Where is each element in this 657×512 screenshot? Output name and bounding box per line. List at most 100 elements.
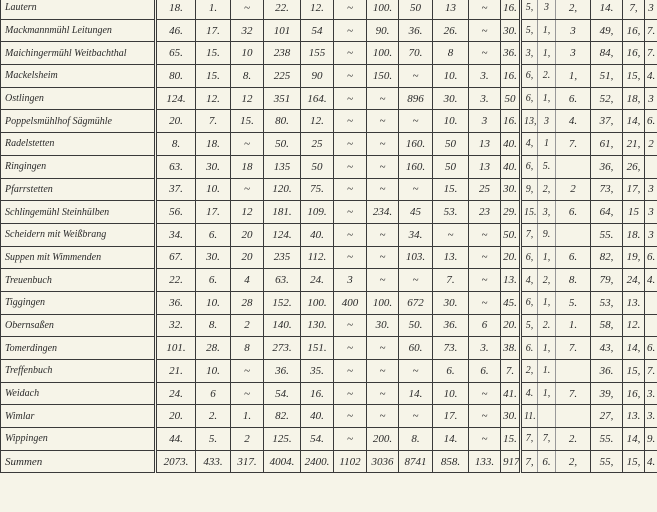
ledger-cell: 14.: [590, 0, 623, 20]
ledger-cell: 45.: [500, 290, 522, 315]
ledger-cell: 3: [644, 177, 657, 202]
ledger-cell: ~: [333, 64, 367, 88]
ledger-cell: 45: [398, 200, 433, 224]
ledger-cell: 6.: [195, 222, 231, 247]
ledger-cell: 7,: [622, 0, 645, 20]
ledger-cell: 13: [468, 132, 501, 156]
ledger-cell: ~: [398, 268, 433, 292]
ledger-cell: ~: [398, 404, 433, 429]
ledger-cell: 8: [432, 41, 469, 66]
ledger-cell: 1,: [555, 64, 591, 88]
ledger-cell: 30.: [500, 18, 522, 43]
place-name: Tomerdingen: [0, 336, 157, 360]
ledger-cell: 6.: [644, 109, 657, 134]
ledger-cell: 13.: [622, 404, 645, 429]
ledger-row: Mackelsheim 80. 15. 8. 225 90 ~150. ~10. 3. 16. 6,…: [0, 64, 657, 88]
ledger-cell: ~: [398, 109, 433, 134]
ledger-cell: 13.: [432, 245, 469, 270]
ledger-cell: 79,: [590, 268, 623, 292]
ledger-cell: 15: [622, 200, 645, 224]
ledger-cell: [555, 154, 591, 179]
ledger-cell: ~: [333, 0, 367, 20]
ledger-cell: ~: [333, 86, 367, 111]
ledger-row: Ringingen 63. 30. 18 135 50 ~ ~160. 50 13 40. 6, 5. 3…: [0, 154, 657, 179]
ledger-cell: 13,: [520, 109, 538, 134]
ledger-cell: 13.: [500, 268, 522, 292]
ledger-cell: 9,: [520, 177, 538, 202]
ledger-row: Suppen mit Wimmenden 67. 30. 20 235 112. ~ ~103…: [0, 245, 657, 270]
ledger-cell: 7.: [644, 18, 657, 43]
place-name: Ostlingen: [0, 86, 157, 111]
ledger-cell: 44.: [155, 427, 196, 451]
ledger-cell: 2073.: [155, 449, 196, 474]
ledger-cell: 3,: [537, 200, 556, 224]
ledger-cell: 58,: [590, 313, 623, 338]
ledger-cell: 18.: [195, 132, 231, 156]
ledger-cell: 35.: [300, 359, 334, 383]
ledger-cell: ~: [230, 359, 264, 383]
ledger-cell: 234.: [366, 200, 399, 224]
ledger-cell: ~: [366, 86, 399, 111]
ledger-cell: 75.: [300, 177, 334, 202]
ledger-cell: 101: [263, 18, 301, 43]
ledger-cell: 56.: [155, 200, 196, 224]
ledger-cell: ~: [333, 359, 367, 383]
ledger-cell: 896: [398, 86, 433, 111]
ledger-cell: 273.: [263, 336, 301, 360]
ledger-cell: 82,: [590, 245, 623, 270]
ledger-cell: 20.: [155, 404, 196, 429]
ledger-cell: [644, 154, 657, 179]
ledger-cell: 30.: [500, 177, 522, 202]
ledger-row: Tomerdingen 101. 28. 8 273. 151. ~ ~60. 73. 3. 38.…: [0, 336, 657, 360]
ledger-cell: 22.: [263, 0, 301, 20]
ledger-cell: 2,: [555, 0, 591, 20]
ledger-cell: 2,: [537, 177, 556, 202]
ledger-cell: 100.: [300, 290, 334, 315]
ledger-cell: 152.: [263, 290, 301, 315]
ledger-row: Tiggingen 36. 10. 28 152. 100. 400 100. 672 30. ~4…: [0, 290, 657, 315]
ledger-cell: 50: [432, 132, 469, 156]
ledger-cell: 5.: [555, 290, 591, 315]
place-name: Summen: [0, 449, 157, 474]
ledger-cell: 15.: [500, 427, 522, 451]
ledger-cell: 2.: [555, 427, 591, 451]
ledger-cell: 40.: [300, 404, 334, 429]
ledger-cell: 15.: [195, 41, 231, 66]
ledger-cell: 36,: [590, 154, 623, 179]
ledger-cell: 1,: [537, 336, 556, 360]
ledger-row: Wippingen 44. 5. 2 125. 54. ~200. 8. 14. ~15. 7, 7,…: [0, 427, 657, 451]
place-name: Schlingemühl Steinhülben: [0, 200, 157, 224]
ledger-cell: [555, 359, 591, 383]
ledger-cell: [555, 222, 591, 247]
ledger-cell: 3: [644, 86, 657, 111]
ledger-cell: 46.: [155, 18, 196, 43]
ledger-cell: 90.: [366, 18, 399, 43]
ledger-cell: 70.: [398, 41, 433, 66]
ledger-cell: 30.: [366, 313, 399, 338]
ledger-cell: 18.: [155, 0, 196, 20]
ledger-cell: [644, 313, 657, 338]
ledger-cell: 1: [537, 132, 556, 156]
ledger-cell: 36.: [398, 18, 433, 43]
ledger-cell: 4.: [644, 64, 657, 88]
ledger-cell: 9.: [644, 427, 657, 451]
ledger-cell: 6.: [432, 359, 469, 383]
ledger-cell: 73.: [432, 336, 469, 360]
ledger-cell: 11.: [520, 404, 538, 429]
ledger-cell: 25: [468, 177, 501, 202]
ledger-cell: 30.: [432, 86, 469, 111]
ledger-cell: 14,: [622, 109, 645, 134]
ledger-cell: 34.: [155, 222, 196, 247]
place-name: Mackmannmühl Leitungen: [0, 18, 157, 43]
ledger-cell: 2: [230, 427, 264, 451]
ledger-cell: 3: [555, 18, 591, 43]
ledger-cell: [555, 404, 591, 429]
ledger-cell: ~: [230, 132, 264, 156]
ledger-cell: 27,: [590, 404, 623, 429]
ledger-cell: 55.: [590, 427, 623, 451]
ledger-cell: ~: [333, 336, 367, 360]
ledger-cell: 2.: [537, 64, 556, 88]
place-name: Tiggingen: [0, 290, 157, 315]
place-name: Poppelsmühlhof Sägmühle: [0, 109, 157, 134]
ledger-cell: ~: [333, 245, 367, 270]
